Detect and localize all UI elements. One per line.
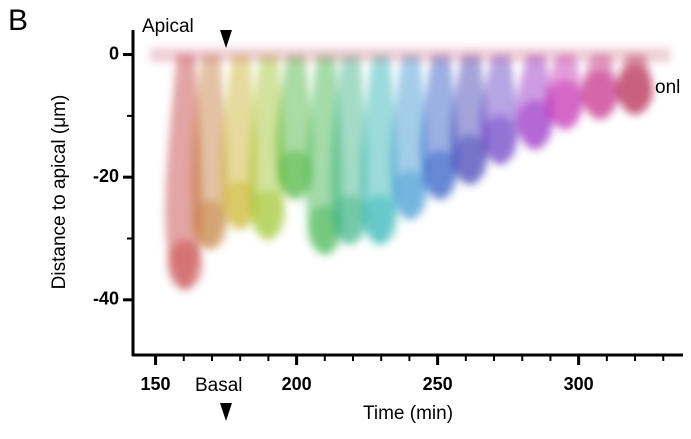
cell-body (192, 200, 228, 250)
cell-smear (190, 55, 228, 250)
cell-body (332, 195, 368, 245)
cell-body (517, 100, 553, 150)
y-tick-label: 0 (109, 43, 119, 63)
cell-smear (330, 55, 368, 245)
x-axis-label: Time (min) (363, 403, 453, 424)
y-axis-label: Distance to apical (μm) (49, 95, 70, 290)
annotation: Basal (195, 375, 243, 396)
cell-body (167, 240, 203, 290)
y-tick-label: -40 (93, 289, 119, 309)
apical-band (150, 48, 670, 62)
cell-body (582, 70, 618, 120)
kymograph-image (150, 48, 670, 290)
cell-body (452, 135, 488, 185)
cell-body (617, 65, 653, 115)
cell-body (422, 150, 458, 200)
x-tick-label: 300 (564, 374, 594, 394)
x-tick-label: 200 (282, 374, 312, 394)
panel-label: B (8, 4, 28, 37)
cell-body (392, 170, 428, 220)
y-tick-label: -20 (93, 166, 119, 186)
x-tick-label: 250 (423, 374, 453, 394)
cell-smear (360, 55, 398, 245)
x-tick-label: 150 (141, 374, 171, 394)
cell-body (362, 195, 398, 245)
cell-body (250, 190, 286, 240)
cell-body (482, 115, 518, 165)
annotation: onl (655, 77, 680, 98)
arrowhead (220, 403, 232, 421)
arrowhead (220, 30, 232, 48)
annotation: Apical (142, 16, 194, 37)
cell-body (277, 150, 313, 200)
cell-body (547, 80, 583, 130)
